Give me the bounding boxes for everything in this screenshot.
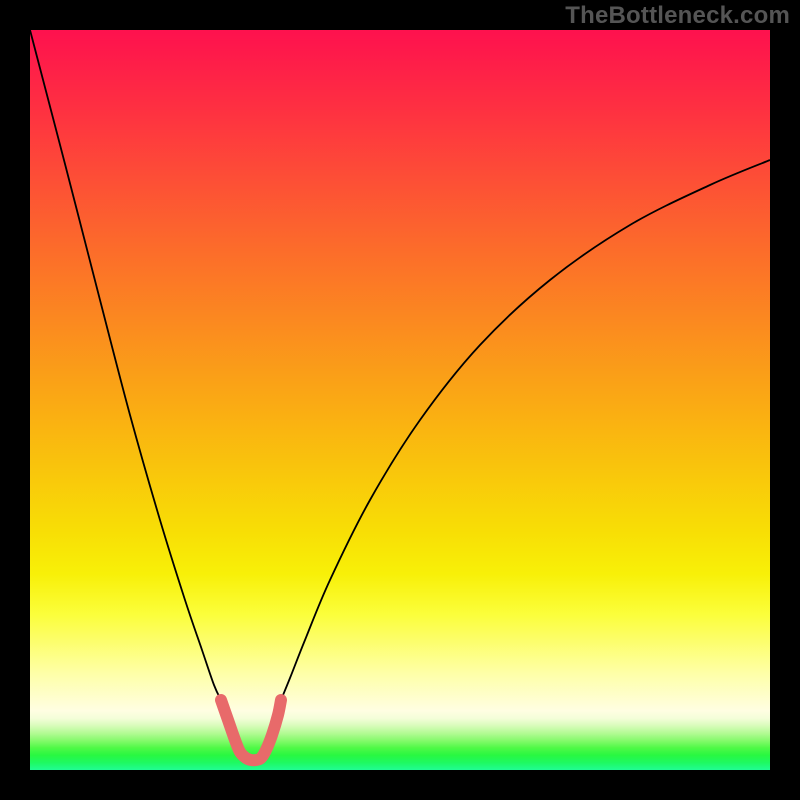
watermark-label: TheBottleneck.com	[565, 2, 790, 30]
plot-background	[30, 30, 770, 770]
chart-container: TheBottleneck.com	[0, 0, 800, 800]
bottleneck-chart	[0, 0, 800, 800]
